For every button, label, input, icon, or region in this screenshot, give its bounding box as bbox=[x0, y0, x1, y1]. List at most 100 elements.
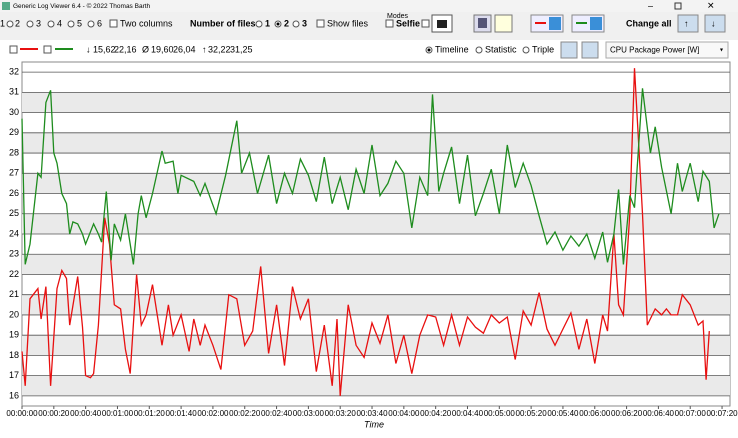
up-arrow: ↑ bbox=[684, 18, 689, 28]
x-tick-label: 00:04:40 bbox=[452, 409, 484, 418]
avg-red: 19,60 bbox=[151, 44, 174, 54]
radio[interactable] bbox=[26, 20, 34, 28]
x-tick-label: 00:03:00 bbox=[293, 409, 325, 418]
radio-dot bbox=[276, 22, 280, 26]
y-tick-label: 27 bbox=[9, 168, 19, 178]
y-tick-label: 20 bbox=[9, 309, 19, 319]
dropdown-arrow: ▾ bbox=[720, 48, 723, 54]
maximize-button[interactable] bbox=[674, 2, 682, 10]
x-tick-label: 00:03:40 bbox=[356, 409, 388, 418]
series-line bbox=[21, 88, 720, 265]
minimize-button[interactable]: – bbox=[648, 0, 653, 10]
up-button[interactable] bbox=[677, 14, 699, 33]
radio[interactable] bbox=[292, 20, 300, 28]
view-option[interactable]: Timeline bbox=[435, 44, 469, 54]
down-arrow: ↓ bbox=[711, 18, 716, 28]
x-tick-label: 00:03:20 bbox=[325, 409, 357, 418]
avg-green: 26,04 bbox=[173, 44, 196, 54]
checkbox[interactable] bbox=[385, 19, 394, 28]
radio[interactable] bbox=[522, 46, 530, 54]
layout-option[interactable]: 4 bbox=[57, 18, 62, 28]
y-tick-label: 25 bbox=[9, 208, 19, 218]
x-tick-label: 00:07:20 bbox=[706, 409, 738, 418]
checkbox[interactable] bbox=[43, 45, 52, 54]
x-tick-label: 00:00:40 bbox=[70, 409, 102, 418]
toolbar bbox=[0, 12, 738, 40]
radio[interactable] bbox=[475, 46, 483, 54]
grid-band bbox=[22, 173, 730, 194]
max-symbol: ↑ bbox=[202, 44, 207, 54]
view-option[interactable]: Statistic bbox=[485, 44, 517, 54]
sensor-name: CPU Package Power [W] bbox=[610, 46, 699, 55]
x-tick-label: 00:05:40 bbox=[547, 409, 579, 418]
x-tick-label: 00:02:40 bbox=[261, 409, 293, 418]
grid-band bbox=[22, 375, 730, 396]
checkbox[interactable] bbox=[109, 19, 118, 28]
layout-option[interactable]: 3 bbox=[36, 18, 41, 28]
radio[interactable] bbox=[6, 20, 14, 28]
x-tick-label: 00:01:20 bbox=[134, 409, 166, 418]
file-count[interactable]: 2 bbox=[284, 18, 289, 28]
down-button[interactable] bbox=[704, 14, 726, 33]
x-tick-label: 00:06:40 bbox=[643, 409, 675, 418]
x-tick-label: 00:04:00 bbox=[388, 409, 420, 418]
y-tick-label: 23 bbox=[9, 249, 19, 259]
layout-option[interactable]: 2 bbox=[15, 18, 20, 28]
number-of-files-label: Number of files bbox=[190, 18, 256, 28]
min-red: 15,62 bbox=[93, 44, 116, 54]
min-green: 22,16 bbox=[114, 44, 137, 54]
window-title: Generic Log Viewer 6.4 - © 2022 Thomas B… bbox=[13, 2, 151, 10]
x-tick-label: 00:07:00 bbox=[675, 409, 707, 418]
grid-band bbox=[22, 294, 730, 315]
save-icon bbox=[478, 18, 487, 28]
x-tick-label: 00:00:20 bbox=[38, 409, 70, 418]
y-tick-label: 22 bbox=[9, 269, 19, 279]
layout-option[interactable]: 6 bbox=[97, 18, 102, 28]
file-count[interactable]: 3 bbox=[302, 18, 307, 28]
show-files[interactable]: Show files bbox=[327, 18, 369, 28]
y-tick-label: 29 bbox=[9, 127, 19, 137]
x-tick-label: 00:06:00 bbox=[579, 409, 611, 418]
x-tick-label: 00:06:20 bbox=[611, 409, 643, 418]
checkbox[interactable] bbox=[316, 19, 325, 28]
grid-band bbox=[22, 254, 730, 275]
swap-icon bbox=[549, 17, 561, 30]
radio-dot bbox=[427, 48, 431, 52]
y-tick-label: 17 bbox=[9, 370, 19, 380]
x-tick-label: 00:04:20 bbox=[420, 409, 452, 418]
sensor-dropdown[interactable] bbox=[605, 41, 729, 59]
min-symbol: ↓ bbox=[86, 44, 91, 54]
x-tick-label: 00:02:00 bbox=[197, 409, 229, 418]
x-tick-label: 00:05:00 bbox=[484, 409, 516, 418]
app-icon bbox=[2, 2, 10, 10]
y-tick-label: 24 bbox=[9, 228, 19, 238]
modes-label: Modes bbox=[387, 13, 409, 20]
checkbox[interactable] bbox=[9, 45, 18, 54]
radio[interactable] bbox=[87, 20, 95, 28]
down-button[interactable] bbox=[581, 41, 599, 59]
layout-option[interactable]: 5 bbox=[77, 18, 82, 28]
layout-option[interactable]: 1 bbox=[0, 18, 5, 28]
y-tick-label: 31 bbox=[9, 87, 19, 97]
y-tick-label: 16 bbox=[9, 390, 19, 400]
max-red: 32,22 bbox=[208, 44, 231, 54]
grid-band bbox=[22, 335, 730, 356]
chart-button[interactable] bbox=[494, 14, 513, 33]
grid-band bbox=[22, 92, 730, 113]
close-button[interactable]: ✕ bbox=[707, 0, 715, 10]
y-tick-label: 32 bbox=[9, 66, 19, 76]
x-tick-label: 00:05:20 bbox=[516, 409, 548, 418]
layout-radios: 1 2 3 4 5 6 bbox=[0, 18, 102, 28]
radio[interactable] bbox=[67, 20, 75, 28]
radio[interactable] bbox=[47, 20, 55, 28]
up-button[interactable] bbox=[560, 41, 578, 59]
view-option[interactable]: Triple bbox=[532, 44, 554, 54]
checkbox[interactable] bbox=[421, 19, 430, 28]
selfie[interactable]: Selfie bbox=[396, 18, 420, 28]
grid-band bbox=[22, 213, 730, 234]
file-count[interactable]: 1 bbox=[265, 18, 270, 28]
radio[interactable] bbox=[255, 20, 263, 28]
two-columns[interactable]: Two columns bbox=[120, 18, 173, 28]
y-tick-label: 30 bbox=[9, 107, 19, 117]
